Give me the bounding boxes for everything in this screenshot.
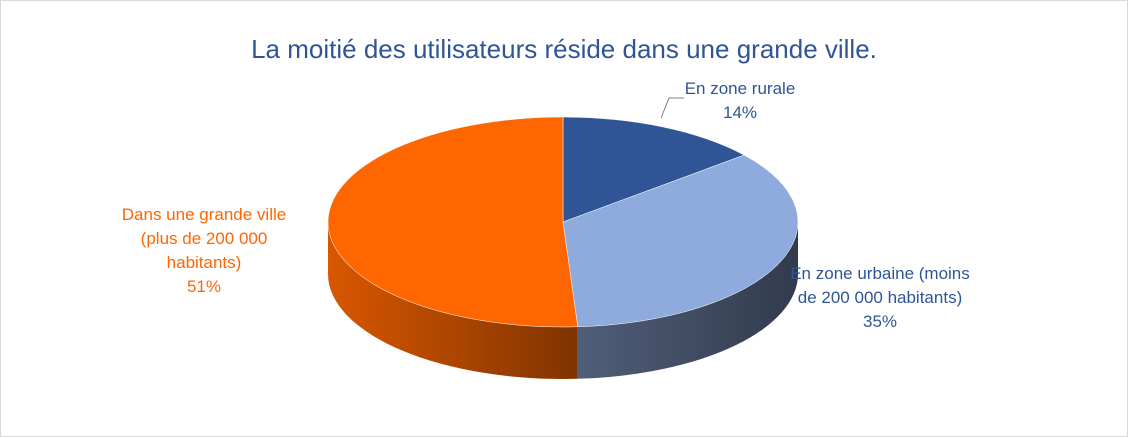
value-label: 35% (862, 312, 898, 331)
slice-side (577, 222, 798, 379)
pie (327, 116, 799, 380)
value-label: 51% (186, 277, 222, 296)
slice (327, 116, 579, 328)
category-label: Dans une grande ville (plus de 200 000 h… (121, 205, 287, 272)
slice (562, 154, 799, 328)
chart-title: La moitié des utilisateurs réside dans u… (251, 34, 877, 64)
data-label: Dans une grande ville (plus de 200 000 h… (107, 203, 302, 299)
category-label: En zone rurale (684, 79, 796, 98)
data-label: En zone rurale 14% (660, 77, 820, 125)
value-label: 14% (722, 103, 758, 122)
slice-side (328, 222, 578, 380)
slice (562, 116, 745, 223)
leader-line (660, 97, 684, 119)
data-label: En zone urbaine (moins de 200 000 habita… (790, 262, 970, 334)
category-label: En zone urbaine (moins de 200 000 habita… (790, 264, 970, 307)
